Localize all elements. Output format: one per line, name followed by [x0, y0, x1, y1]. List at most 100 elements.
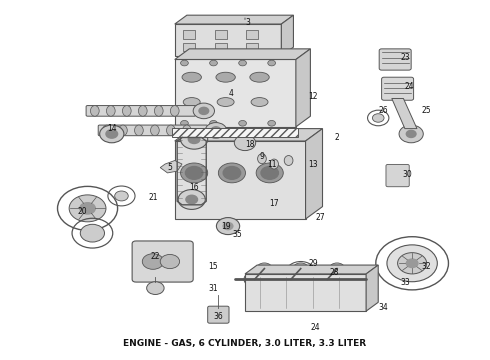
- Ellipse shape: [251, 98, 268, 107]
- FancyBboxPatch shape: [208, 306, 229, 323]
- Ellipse shape: [217, 98, 234, 107]
- Polygon shape: [175, 49, 310, 59]
- Text: 16: 16: [189, 183, 199, 192]
- Text: 33: 33: [400, 278, 410, 287]
- Text: 5: 5: [168, 163, 172, 172]
- Text: 18: 18: [245, 140, 255, 149]
- Circle shape: [210, 60, 218, 66]
- Text: 27: 27: [315, 213, 325, 222]
- Text: 22: 22: [150, 252, 160, 261]
- Circle shape: [210, 121, 218, 126]
- Ellipse shape: [119, 125, 127, 136]
- FancyBboxPatch shape: [386, 165, 409, 187]
- Circle shape: [181, 129, 208, 149]
- Text: 14: 14: [107, 124, 117, 133]
- Ellipse shape: [122, 105, 131, 116]
- Text: 13: 13: [308, 159, 318, 168]
- FancyBboxPatch shape: [132, 241, 193, 282]
- Bar: [175, 24, 281, 56]
- Text: 35: 35: [233, 230, 243, 239]
- Circle shape: [181, 163, 208, 183]
- Ellipse shape: [167, 125, 175, 136]
- Circle shape: [106, 130, 118, 138]
- Ellipse shape: [258, 154, 267, 164]
- Circle shape: [406, 130, 416, 138]
- FancyBboxPatch shape: [98, 125, 208, 136]
- Text: 11: 11: [267, 159, 276, 168]
- Circle shape: [317, 271, 338, 287]
- Circle shape: [188, 135, 200, 144]
- Polygon shape: [245, 265, 378, 274]
- Polygon shape: [306, 129, 322, 219]
- Polygon shape: [175, 129, 322, 141]
- Circle shape: [160, 255, 180, 269]
- Ellipse shape: [270, 159, 278, 169]
- Text: 36: 36: [214, 312, 223, 321]
- Ellipse shape: [182, 129, 201, 136]
- Ellipse shape: [217, 129, 235, 136]
- Circle shape: [329, 263, 345, 274]
- Ellipse shape: [91, 105, 99, 116]
- Ellipse shape: [154, 105, 163, 116]
- Ellipse shape: [135, 125, 143, 136]
- Bar: [215, 31, 226, 39]
- Ellipse shape: [102, 125, 111, 136]
- Circle shape: [115, 191, 128, 201]
- FancyBboxPatch shape: [382, 77, 414, 100]
- Ellipse shape: [106, 105, 115, 116]
- Circle shape: [397, 253, 427, 274]
- Ellipse shape: [171, 105, 179, 116]
- Circle shape: [181, 121, 188, 126]
- Ellipse shape: [182, 72, 201, 82]
- Text: 26: 26: [378, 107, 388, 116]
- Circle shape: [223, 222, 233, 230]
- Circle shape: [205, 123, 226, 138]
- Circle shape: [181, 60, 188, 66]
- Bar: [175, 141, 306, 219]
- FancyBboxPatch shape: [379, 49, 411, 70]
- Text: 21: 21: [148, 193, 158, 202]
- FancyBboxPatch shape: [86, 105, 196, 116]
- Ellipse shape: [250, 129, 269, 136]
- Circle shape: [234, 135, 256, 150]
- Bar: [246, 43, 258, 51]
- Text: ENGINE - GAS, 6 CYLINDER, 3.0 LITER, 3.3 LITER: ENGINE - GAS, 6 CYLINDER, 3.0 LITER, 3.3…: [123, 339, 367, 348]
- Bar: [183, 31, 195, 39]
- Text: 25: 25: [422, 107, 432, 116]
- Circle shape: [80, 203, 96, 214]
- Circle shape: [244, 271, 266, 287]
- Bar: [172, 127, 298, 138]
- Bar: [175, 59, 296, 127]
- Circle shape: [178, 190, 205, 210]
- Circle shape: [293, 266, 309, 278]
- Circle shape: [69, 195, 106, 222]
- Text: 30: 30: [402, 170, 412, 179]
- Circle shape: [268, 121, 275, 126]
- Circle shape: [372, 114, 384, 122]
- Circle shape: [80, 224, 104, 242]
- Text: 29: 29: [308, 259, 318, 268]
- Circle shape: [147, 282, 164, 294]
- Ellipse shape: [150, 125, 159, 136]
- Circle shape: [211, 127, 221, 134]
- Ellipse shape: [182, 125, 191, 136]
- Bar: [245, 274, 366, 311]
- Polygon shape: [392, 99, 417, 129]
- Circle shape: [239, 121, 246, 126]
- Circle shape: [406, 259, 418, 267]
- Circle shape: [219, 163, 245, 183]
- Polygon shape: [296, 49, 310, 127]
- Circle shape: [261, 167, 278, 179]
- Circle shape: [387, 245, 437, 282]
- Ellipse shape: [183, 98, 200, 107]
- Circle shape: [280, 271, 302, 287]
- Text: 12: 12: [308, 92, 318, 101]
- Text: 34: 34: [378, 303, 388, 312]
- Text: 20: 20: [78, 207, 88, 216]
- Ellipse shape: [284, 156, 293, 166]
- Text: 31: 31: [209, 284, 219, 293]
- Circle shape: [186, 195, 197, 204]
- Circle shape: [239, 60, 246, 66]
- Polygon shape: [281, 15, 294, 56]
- Circle shape: [223, 167, 241, 179]
